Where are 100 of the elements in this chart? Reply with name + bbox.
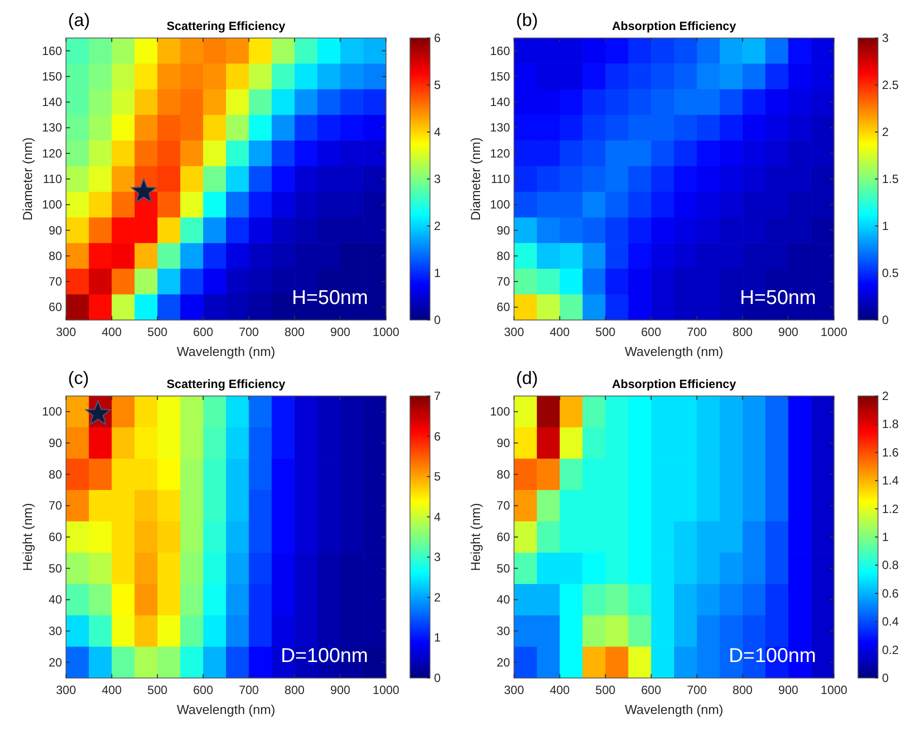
- x-axis-title: Wavelength (nm): [176, 344, 276, 359]
- x-tick-label: 1000: [372, 683, 400, 697]
- color-bar-label: 7: [434, 389, 441, 403]
- y-axis-title: Height (nm): [468, 503, 483, 571]
- y-tick-label: 160: [42, 44, 62, 58]
- text: (d): [516, 368, 538, 388]
- color-bar-label: 2: [434, 219, 441, 233]
- y-tick-label: 120: [490, 146, 510, 160]
- y-tick-label: 150: [42, 69, 62, 84]
- y-tick-label: 130: [490, 120, 510, 135]
- x-tick-label: 1000: [372, 325, 400, 339]
- color-bar-label: 6: [434, 429, 441, 444]
- color-bar-label: 4: [434, 125, 441, 139]
- y-tick-label: 130: [42, 120, 62, 135]
- x-tick-label: 400: [102, 683, 122, 697]
- y-tick-label: 110: [490, 172, 510, 186]
- x-tick-label: 1000: [820, 325, 848, 339]
- y-tick-label: 110: [42, 172, 62, 186]
- x-tick-label: 1000: [820, 683, 848, 697]
- chart-title: Scattering Efficiency: [166, 19, 286, 33]
- color-bar-label: 0: [434, 313, 441, 327]
- x-tick-label: 800: [284, 325, 305, 339]
- color-bar-label: 1: [882, 219, 889, 233]
- x-tick-label: 600: [641, 683, 662, 697]
- y-tick-label: 80: [496, 467, 510, 482]
- x-tick-label: 500: [595, 683, 616, 697]
- y-tick-label: 90: [496, 223, 510, 238]
- color-bar-label: 6: [434, 31, 441, 45]
- color-bar-label: 0.4: [882, 614, 900, 629]
- y-tick-label: 30: [496, 624, 510, 638]
- color-bar-label: 1.2: [882, 502, 900, 516]
- y-tick-label: 140: [42, 95, 62, 110]
- y-tick-label: 90: [496, 436, 510, 450]
- color-bar-label: 1.6: [882, 445, 900, 460]
- color-bar-label: 0: [882, 671, 889, 685]
- text: (c): [68, 368, 89, 388]
- y-axis-title: Diameter (nm): [468, 137, 483, 221]
- chart-title: Absorption Efficiency: [612, 377, 736, 391]
- x-tick-label: 800: [284, 683, 305, 697]
- y-tick-label: 100: [42, 404, 62, 419]
- y-tick-label: 100: [490, 198, 510, 212]
- annotation: H=50nm: [292, 287, 368, 309]
- x-tick-label: 700: [686, 325, 708, 339]
- x-tick-label: 800: [732, 325, 753, 339]
- annotation: H=50nm: [740, 287, 816, 309]
- x-axis-title: Wavelength (nm): [624, 344, 724, 359]
- y-tick-label: 40: [48, 592, 62, 607]
- x-axis-title: Wavelength (nm): [624, 702, 724, 717]
- color-bar-label: 3: [434, 172, 441, 186]
- y-axis-title: Height (nm): [20, 503, 35, 571]
- y-tick-label: 50: [48, 561, 62, 576]
- annotation: D=100nm: [280, 645, 368, 667]
- y-tick-label: 150: [490, 69, 510, 84]
- chart-title: Scattering Efficiency: [166, 377, 286, 391]
- y-tick-label: 40: [496, 592, 510, 607]
- y-tick-label: 100: [490, 404, 510, 419]
- x-tick-label: 600: [641, 325, 662, 339]
- y-tick-label: 70: [496, 498, 510, 513]
- annotation: D=100nm: [728, 645, 816, 667]
- y-tick-label: 50: [496, 561, 510, 576]
- y-tick-label: 80: [48, 248, 62, 263]
- color-bar-label: 1: [434, 266, 441, 280]
- x-tick-label: 600: [193, 325, 214, 339]
- y-tick-label: 100: [42, 198, 62, 212]
- color-bar-label: 0.5: [882, 266, 900, 280]
- y-tick-label: 20: [496, 655, 510, 670]
- y-tick-label: 60: [496, 300, 510, 314]
- color-bar-label: 4: [434, 510, 441, 524]
- color-bar-label: 0.2: [882, 642, 900, 657]
- color-bar-label: 0: [434, 671, 441, 685]
- color-bar-label: 3: [434, 550, 441, 564]
- color-bar-label: 5: [434, 78, 441, 92]
- color-bar-label: 1: [434, 630, 441, 645]
- x-tick-label: 300: [504, 325, 524, 339]
- x-tick-label: 400: [102, 325, 122, 339]
- color-bar-label: 1.4: [882, 474, 900, 488]
- color-bar-label: 1.5: [882, 172, 900, 186]
- color-bar-label: 1: [882, 530, 889, 544]
- color-bar-label: 0: [882, 313, 889, 327]
- color-bar-label: 2: [882, 389, 889, 403]
- color-bar-label: 5: [434, 470, 441, 484]
- color-bar-label: 0.6: [882, 586, 900, 600]
- x-tick-label: 900: [330, 683, 351, 697]
- color-bar-label: 3: [882, 31, 889, 45]
- text: (b): [516, 10, 538, 30]
- color-bar-label: 2: [434, 590, 441, 604]
- x-tick-label: 900: [778, 325, 799, 339]
- color-bar-label: 1.8: [882, 417, 900, 432]
- y-tick-label: 160: [490, 44, 510, 58]
- x-tick-label: 900: [330, 325, 351, 339]
- x-tick-label: 800: [732, 683, 753, 697]
- y-tick-label: 60: [496, 530, 510, 544]
- y-tick-label: 70: [496, 274, 510, 289]
- x-tick-label: 700: [238, 325, 260, 339]
- y-tick-label: 80: [48, 467, 62, 482]
- x-tick-label: 300: [56, 683, 76, 697]
- y-tick-label: 20: [48, 655, 62, 670]
- y-tick-label: 70: [48, 498, 62, 513]
- y-tick-label: 90: [48, 223, 62, 238]
- y-tick-label: 70: [48, 274, 62, 289]
